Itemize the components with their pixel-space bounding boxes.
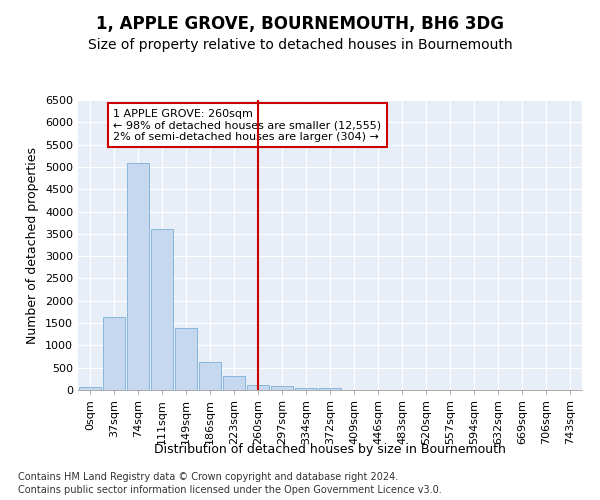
Bar (175, 328, 197, 390)
Text: Size of property relative to detached houses in Bournemouth: Size of property relative to detached ho… (88, 38, 512, 52)
Bar (295, 388, 317, 390)
Text: Contains HM Land Registry data © Crown copyright and database right 2024.: Contains HM Land Registry data © Crown c… (18, 472, 398, 482)
Bar (151, 230, 173, 390)
Bar (103, 317, 125, 390)
Bar (79, 387, 101, 390)
Bar (223, 376, 245, 390)
Text: Distribution of detached houses by size in Bournemouth: Distribution of detached houses by size … (154, 442, 506, 456)
Bar (127, 164, 149, 390)
Bar (271, 386, 293, 390)
Bar (319, 388, 341, 390)
Bar (199, 362, 221, 390)
Bar (247, 384, 269, 390)
Text: 1, APPLE GROVE, BOURNEMOUTH, BH6 3DG: 1, APPLE GROVE, BOURNEMOUTH, BH6 3DG (96, 15, 504, 33)
Y-axis label: Number of detached properties: Number of detached properties (26, 146, 40, 344)
Text: Contains public sector information licensed under the Open Government Licence v3: Contains public sector information licen… (18, 485, 442, 495)
Text: 1 APPLE GROVE: 260sqm
← 98% of detached houses are smaller (12,555)
2% of semi-d: 1 APPLE GROVE: 260sqm ← 98% of detached … (113, 108, 382, 142)
